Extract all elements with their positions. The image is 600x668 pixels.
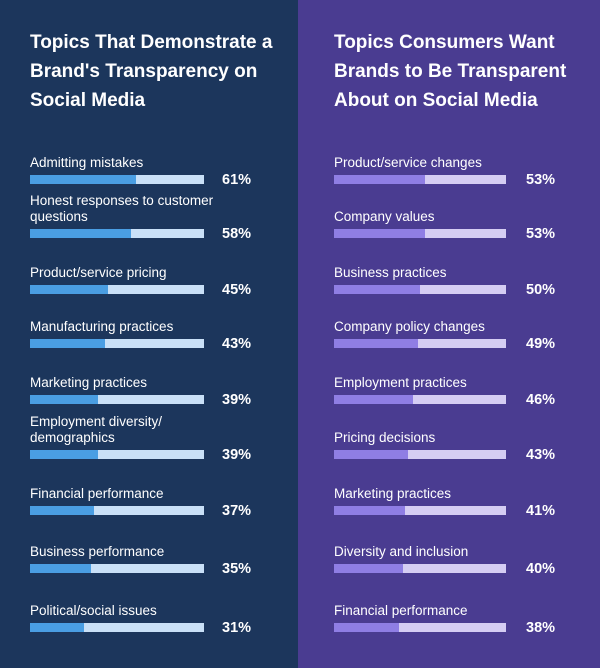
bar-value-label: 38%: [526, 620, 556, 636]
right-bar-row: Product/service changes 53%: [334, 155, 574, 188]
right-bar-row: Financial performance 38%: [334, 603, 574, 636]
left-bar-row: Political/social issues 31%: [30, 603, 270, 636]
bar-value-label: 53%: [526, 172, 556, 188]
bar-value-label: 35%: [222, 561, 252, 577]
bar-value-label: 58%: [222, 226, 252, 242]
bar-track: [334, 623, 506, 632]
bar-track: [30, 506, 204, 515]
right-bar-row: Diversity and inclusion 40%: [334, 544, 574, 577]
bar-fill: [30, 450, 98, 459]
bar-category-label: Diversity and inclusion: [334, 544, 469, 559]
left-bar-row: Business performance 35%: [30, 544, 270, 577]
bar-track: [334, 339, 506, 348]
bar-category-label: Business practices: [334, 265, 447, 280]
bar-category-label: Political/social issues: [30, 603, 157, 618]
right-panel: Topics Consumers Want Brands to Be Trans…: [298, 0, 600, 668]
bar-fill: [30, 339, 105, 348]
bar-track: [30, 450, 204, 459]
bar-track: [334, 564, 506, 573]
bar-track: [334, 395, 506, 404]
right-bar-row: Pricing decisions 43%: [334, 430, 574, 463]
bar-value-label: 43%: [222, 336, 252, 352]
bar-value-label: 31%: [222, 620, 252, 636]
right-bar-row: Business practices 50%: [334, 265, 574, 298]
bar-track: [334, 229, 506, 238]
bar-value-label: 50%: [526, 282, 556, 298]
bar-category-label: Marketing practices: [30, 375, 148, 390]
bar-value-label: 46%: [526, 392, 556, 408]
bar-fill: [30, 285, 109, 294]
bar-fill: [30, 175, 137, 184]
bar-value-label: 40%: [526, 561, 556, 577]
bar-category-label: Employment practices: [334, 375, 467, 390]
bar-fill: [334, 623, 400, 632]
left-bar-row: Employment diversity/ demographics 39%: [30, 414, 270, 463]
bar-category-label: Company policy changes: [334, 319, 485, 334]
right-bar-row: Employment practices 46%: [334, 375, 574, 408]
bar-track: [30, 339, 204, 348]
bar-fill: [30, 623, 84, 632]
bar-value-label: 39%: [222, 447, 252, 463]
bar-value-label: 37%: [222, 503, 252, 519]
bar-category-label: Employment diversity/ demographics: [30, 414, 163, 445]
right-chart-title: Topics Consumers Want Brands to Be Trans…: [334, 32, 567, 111]
right-bar-row: Marketing practices 41%: [334, 486, 574, 519]
bar-category-label: Pricing decisions: [334, 430, 436, 445]
bar-track: [334, 285, 506, 294]
bar-fill: [334, 285, 420, 294]
left-bar-row: Financial performance 37%: [30, 486, 270, 519]
bar-value-label: 43%: [526, 447, 556, 463]
bar-fill: [30, 229, 131, 238]
bar-fill: [334, 229, 426, 238]
bar-track: [30, 564, 204, 573]
left-panel: Topics That Demonstrate a Brand's Transp…: [0, 0, 298, 668]
bar-track: [334, 175, 506, 184]
left-bar-row: Marketing practices 39%: [30, 375, 270, 408]
bar-track: [30, 285, 204, 294]
bar-fill: [334, 175, 426, 184]
bar-track: [334, 506, 506, 515]
right-bar-row: Company policy changes 49%: [334, 319, 574, 352]
bar-category-label: Marketing practices: [334, 486, 452, 501]
bar-track: [30, 395, 204, 404]
bar-value-label: 53%: [526, 226, 556, 242]
bar-fill: [334, 450, 408, 459]
bar-value-label: 39%: [222, 392, 252, 408]
bar-category-label: Admitting mistakes: [30, 155, 144, 170]
bar-fill: [30, 564, 91, 573]
left-bar-row: Admitting mistakes 61%: [30, 155, 270, 188]
bar-fill: [30, 506, 95, 515]
bar-category-label: Product/service pricing: [30, 265, 167, 280]
bar-value-label: 41%: [526, 503, 556, 519]
right-bar-row: Company values 53%: [334, 209, 574, 242]
bar-fill: [334, 564, 403, 573]
bar-track: [30, 623, 204, 632]
bar-track: [30, 229, 204, 238]
left-bar-row: Product/service pricing 45%: [30, 265, 270, 298]
bar-fill: [30, 395, 98, 404]
bar-category-label: Business performance: [30, 544, 165, 559]
bar-category-label: Company values: [334, 209, 435, 224]
bar-category-label: Financial performance: [30, 486, 164, 501]
bar-category-label: Product/service changes: [334, 155, 482, 170]
bar-track: [334, 450, 506, 459]
bar-category-label: Financial performance: [334, 603, 468, 618]
bar-category-label: Honest responses to customer questions: [30, 193, 214, 224]
left-chart-title: Topics That Demonstrate a Brand's Transp…: [30, 32, 273, 111]
bar-fill: [334, 339, 419, 348]
bar-track: [30, 175, 204, 184]
left-bar-row: Manufacturing practices 43%: [30, 319, 270, 352]
bar-category-label: Manufacturing practices: [30, 319, 174, 334]
bar-value-label: 45%: [222, 282, 252, 298]
left-bar-row: Honest responses to customer questions 58…: [30, 193, 270, 242]
bar-value-label: 49%: [526, 336, 556, 352]
bar-fill: [334, 506, 405, 515]
bar-fill: [334, 395, 414, 404]
bar-value-label: 61%: [222, 172, 252, 188]
